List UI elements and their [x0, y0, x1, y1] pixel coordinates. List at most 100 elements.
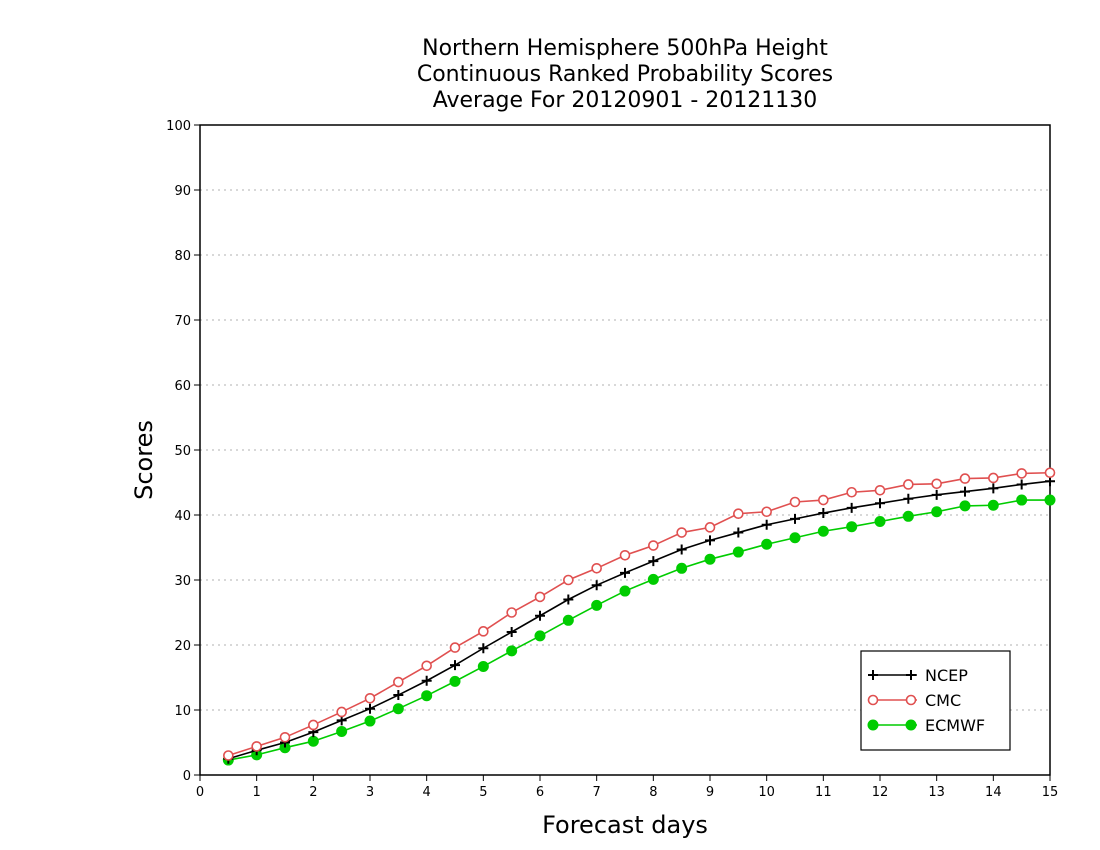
data-point-cmc-4 [336, 706, 347, 718]
data-point-ecmwf-6 [392, 703, 404, 715]
data-point-cmc-20 [789, 496, 801, 508]
data-point-ecmwf-5 [364, 715, 376, 727]
data-point-cmc-16 [676, 527, 687, 538]
legend-label-ecmwf: ECMWF [925, 716, 985, 735]
data-point-cmc-27 [988, 472, 999, 484]
data-point-ncep-6 [393, 690, 404, 701]
data-point-ecmwf-11 [534, 630, 546, 642]
legend-marker-right-cmc [905, 694, 917, 706]
x-tick-label-14: 14 [985, 785, 1002, 800]
data-point-ecmwf-15 [647, 573, 659, 585]
data-point-ecmwf-23 [874, 516, 886, 527]
data-point-cmc-14 [619, 549, 631, 561]
data-point-cmc-15 [648, 540, 659, 551]
data-point-ncep-16 [676, 544, 687, 555]
data-point-cmc-3 [308, 719, 319, 731]
data-point-ecmwf-29 [1044, 494, 1056, 506]
data-point-ncep-12 [563, 594, 574, 605]
data-point-ecmwf-10 [506, 645, 518, 657]
x-tick-label-0: 0 [196, 785, 204, 800]
data-point-ncep-28 [1016, 479, 1027, 490]
data-point-ecmwf-26 [959, 500, 971, 512]
data-point-ncep-9 [478, 643, 489, 654]
data-point-ecmwf-8 [449, 675, 461, 687]
series-cmc [223, 467, 1056, 761]
chart-title-line-2: Continuous Ranked Probability Scores [416, 62, 834, 87]
data-point-ncep-11 [535, 610, 545, 621]
data-point-cmc-24 [903, 479, 914, 490]
data-point-cmc-21 [818, 494, 829, 506]
data-point-cmc-18 [733, 508, 744, 520]
data-point-cmc-2 [279, 731, 291, 743]
data-point-cmc-19 [761, 506, 772, 518]
y-tick-label-10: 10 [174, 704, 191, 719]
data-point-ecmwf-13 [591, 599, 603, 611]
data-point-ecmwf-18 [732, 546, 744, 558]
x-tick-label-5: 5 [479, 785, 487, 800]
y-axis-ticks: 0 10 20 30 40 50 60 70 80 90 100 [166, 119, 200, 784]
x-tick-label-2: 2 [309, 785, 317, 800]
series-group [222, 467, 1056, 766]
data-point-ecmwf-19 [761, 538, 773, 550]
x-tick-label-10: 10 [758, 785, 775, 800]
data-point-cmc-25 [931, 478, 942, 490]
legend-label-ncep: NCEP [925, 666, 968, 685]
legend-marker-right-ncep [906, 670, 916, 680]
legend-label-cmc: CMC [925, 691, 961, 710]
data-point-cmc-28 [1016, 468, 1027, 479]
data-point-ecmwf-28 [1016, 494, 1028, 506]
data-point-ncep-14 [620, 567, 630, 578]
x-tick-label-7: 7 [593, 785, 601, 800]
x-axis-label: Forecast days [542, 811, 708, 839]
data-point-ecmwf-25 [931, 506, 943, 518]
y-tick-label-80: 80 [174, 249, 191, 264]
data-point-ncep-7 [421, 675, 432, 686]
y-tick-label-40: 40 [174, 509, 191, 524]
chart-title-line-1: Northern Hemisphere 500hPa Height [422, 36, 828, 61]
data-point-ecmwf-3 [307, 735, 319, 747]
series-ecmwf [222, 494, 1056, 766]
data-point-ncep-18 [733, 527, 744, 538]
y-tick-label-100: 100 [166, 119, 191, 134]
data-point-ncep-26 [960, 486, 970, 497]
data-point-ecmwf-12 [562, 614, 574, 626]
data-point-ecmwf-27 [987, 499, 999, 511]
data-point-cmc-6 [393, 676, 404, 688]
data-point-ecmwf-17 [704, 553, 716, 565]
y-tick-label-0: 0 [183, 769, 191, 784]
x-tick-label-3: 3 [366, 785, 374, 800]
legend: NCEP CMC ECMWF [860, 650, 1011, 751]
data-point-ecmwf-4 [336, 725, 348, 737]
data-point-cmc-11 [534, 591, 546, 603]
data-point-cmc-9 [478, 626, 489, 637]
x-tick-label-8: 8 [649, 785, 657, 800]
x-tick-label-6: 6 [536, 785, 544, 800]
data-point-ncep-8 [450, 660, 460, 671]
data-point-cmc-0 [223, 750, 234, 761]
y-tick-label-90: 90 [174, 184, 191, 199]
data-point-cmc-7 [421, 660, 432, 672]
x-tick-label-9: 9 [706, 785, 714, 800]
y-tick-label-60: 60 [174, 379, 191, 394]
data-point-cmc-23 [874, 484, 886, 496]
data-point-ncep-23 [875, 498, 885, 509]
data-point-ncep-5 [365, 703, 375, 714]
x-tick-label-1: 1 [253, 785, 261, 800]
y-tick-label-30: 30 [174, 574, 191, 589]
legend-marker-left-cmc [867, 694, 879, 706]
data-point-cmc-8 [449, 642, 461, 653]
data-point-cmc-22 [846, 486, 857, 498]
legend-marker-left-ecmwf [867, 719, 879, 731]
data-point-cmc-1 [251, 741, 262, 752]
data-point-ecmwf-21 [817, 525, 829, 537]
data-point-ecmwf-24 [902, 510, 914, 522]
x-axis-ticks: 0 1 2 3 4 5 6 7 8 9 10 11 12 13 14 15 [196, 775, 1058, 800]
data-point-cmc-5 [364, 692, 376, 704]
data-point-ncep-20 [790, 513, 800, 524]
y-axis-label: Scores [130, 420, 158, 500]
data-point-cmc-13 [591, 562, 602, 574]
data-point-ecmwf-7 [421, 690, 433, 702]
x-tick-label-4: 4 [423, 785, 431, 800]
x-tick-label-11: 11 [815, 785, 832, 800]
